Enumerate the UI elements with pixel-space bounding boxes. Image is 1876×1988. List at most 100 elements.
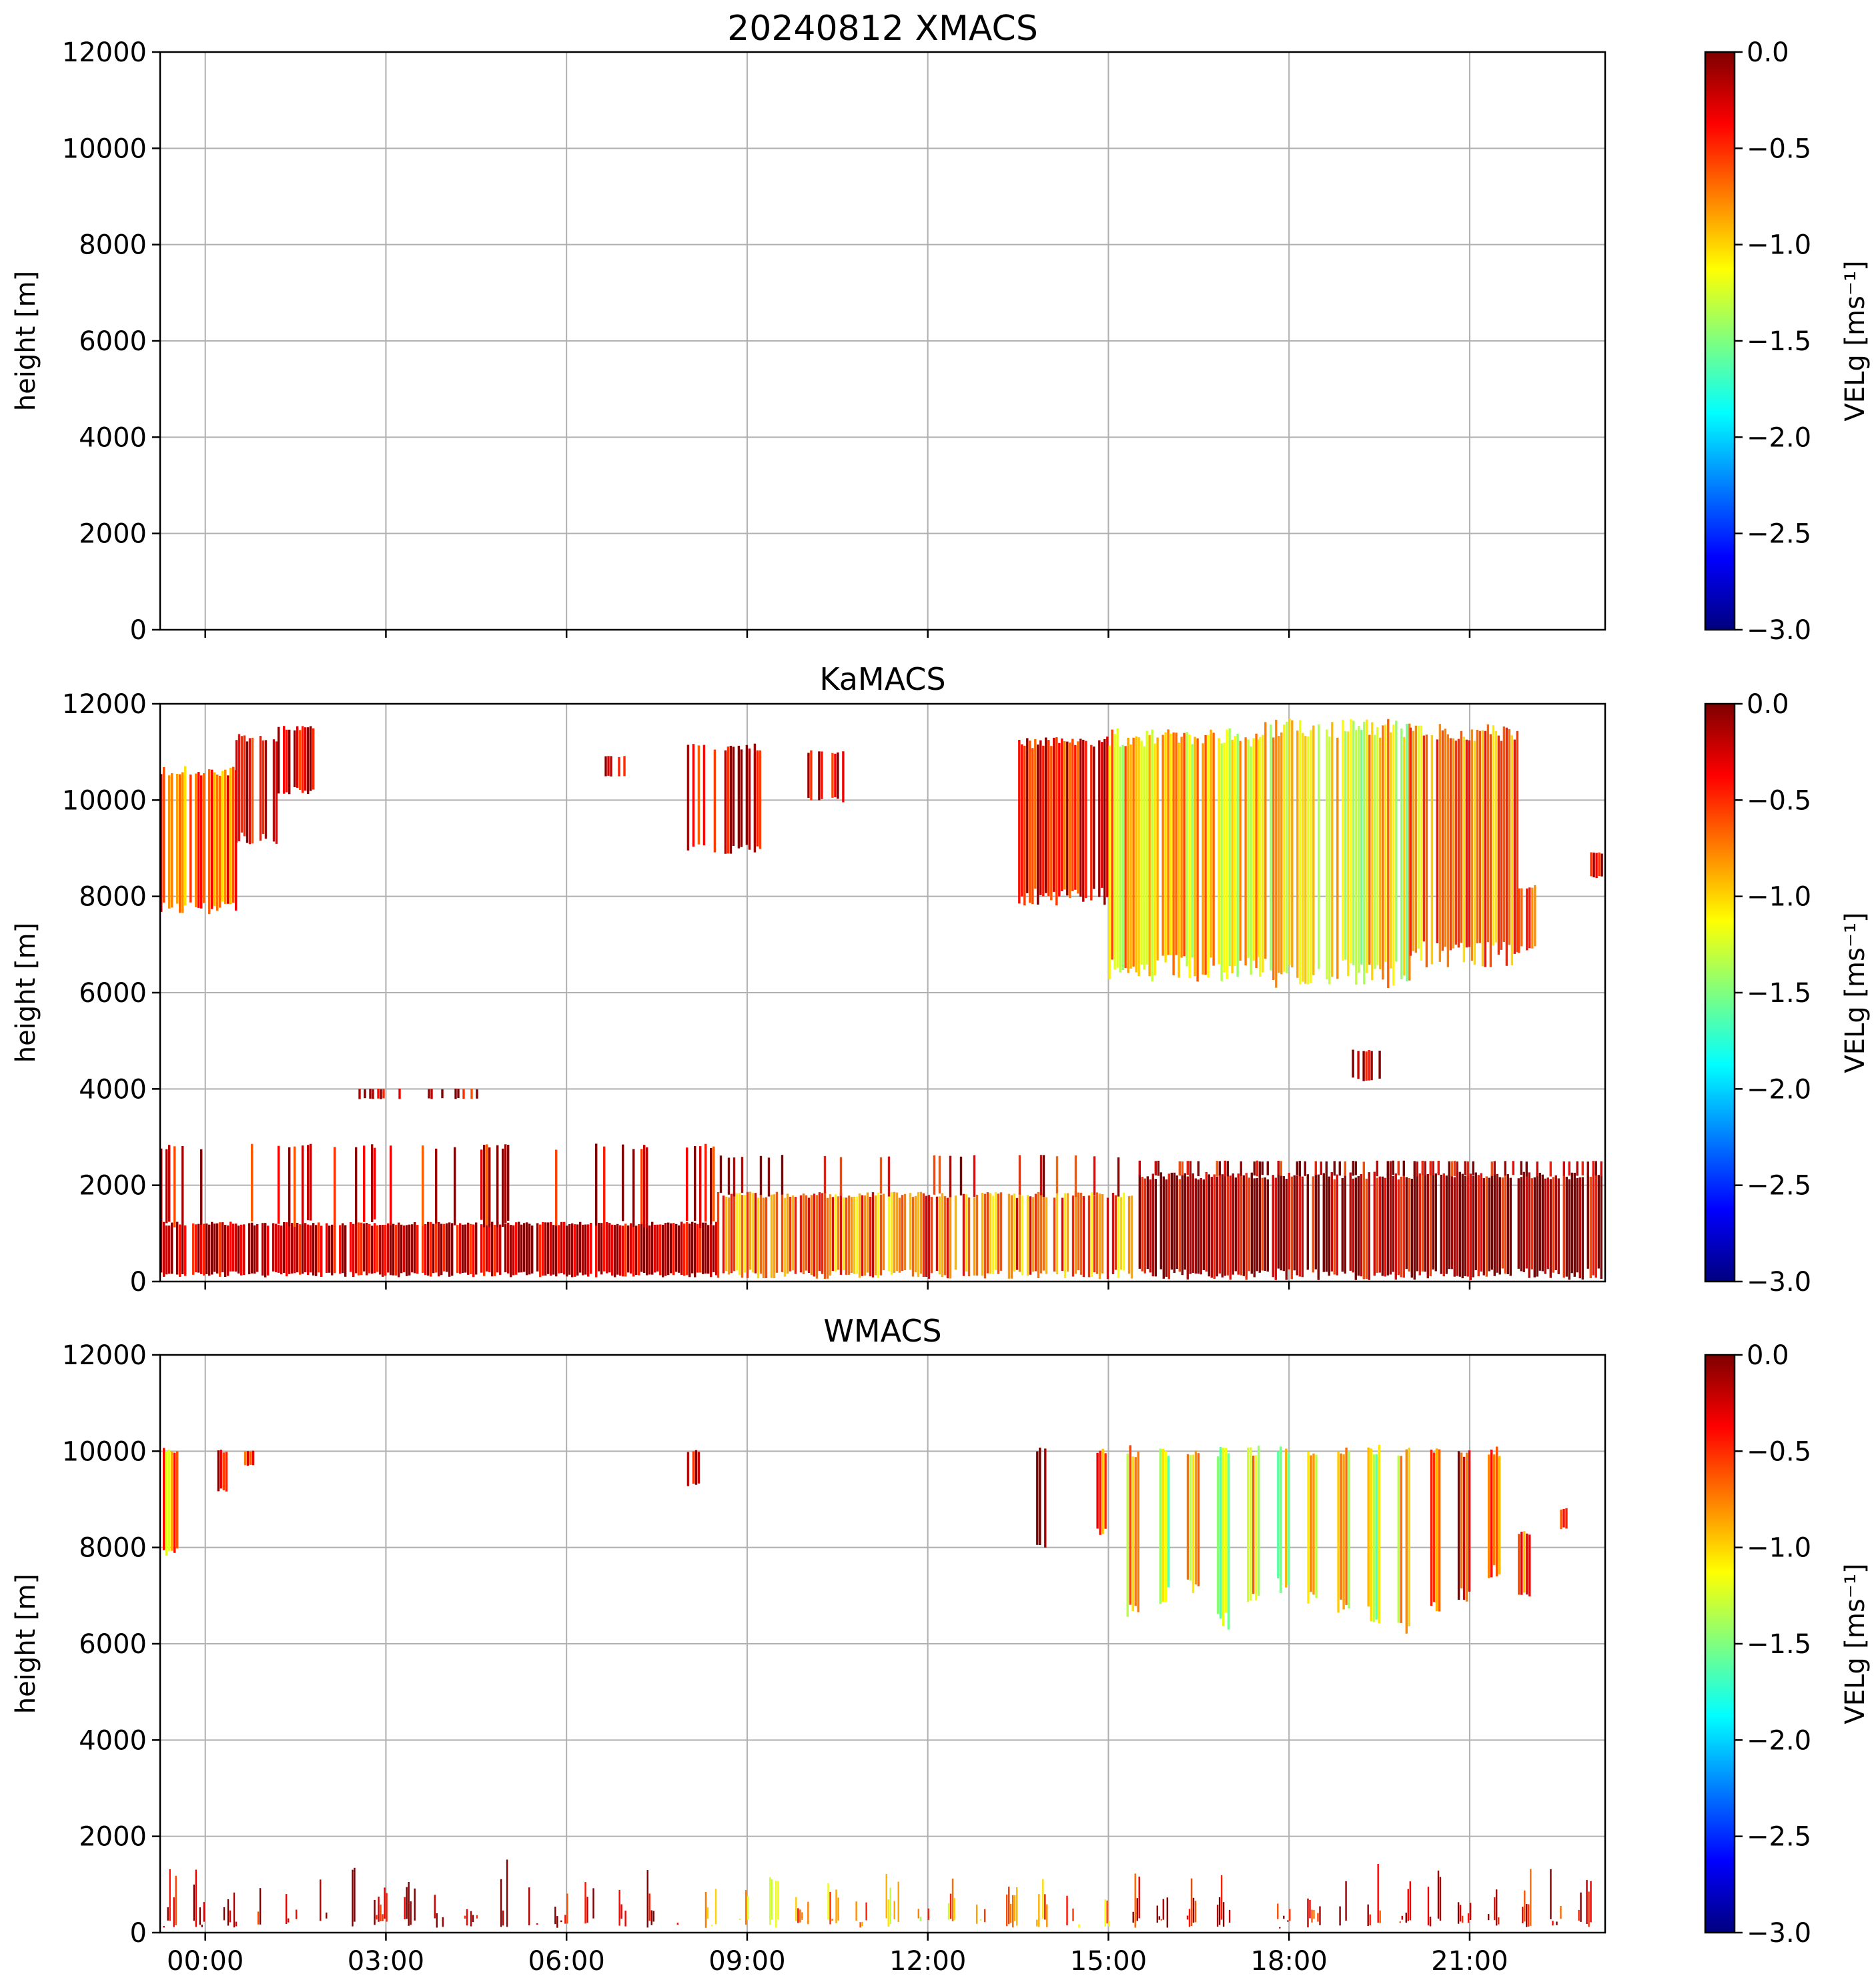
echo-column xyxy=(476,1915,478,1919)
echo-column xyxy=(887,1196,891,1272)
echo-column xyxy=(949,1893,952,1919)
echo-column xyxy=(1492,725,1495,946)
echo-column xyxy=(377,1089,380,1099)
echo-column xyxy=(781,1193,784,1272)
echo-column xyxy=(692,1451,695,1484)
echo-column xyxy=(547,1222,550,1274)
echo-column xyxy=(895,1192,899,1272)
echo-column xyxy=(882,1193,885,1271)
echo-column xyxy=(1456,1161,1458,1177)
echo-column xyxy=(1186,732,1188,967)
echo-column xyxy=(483,1145,486,1227)
echo-column xyxy=(1279,1927,1281,1929)
echo-column xyxy=(1498,1177,1501,1275)
echo-column xyxy=(861,1921,863,1927)
echo-column xyxy=(355,1223,358,1274)
echo-column xyxy=(257,1911,260,1925)
echo-column xyxy=(1365,1178,1368,1280)
echo-column xyxy=(897,1881,899,1922)
echo-column xyxy=(1439,1877,1442,1921)
echo-column xyxy=(294,730,296,787)
echo-column xyxy=(1282,1176,1285,1272)
echo-column xyxy=(719,1155,723,1193)
echo-column xyxy=(1414,725,1418,953)
echo-column xyxy=(1590,852,1592,877)
echo-column xyxy=(1430,1449,1433,1606)
echo-column xyxy=(1530,1178,1533,1270)
echo-column xyxy=(877,1192,880,1278)
echo-column xyxy=(1039,1448,1041,1545)
colorbar-tick-label: 0.0 xyxy=(1747,37,1789,68)
echo-column xyxy=(1331,722,1334,977)
echo-column xyxy=(1016,1887,1018,1926)
echo-column xyxy=(165,1451,168,1556)
echo-column xyxy=(815,1195,819,1279)
echo-column xyxy=(1384,1177,1386,1277)
echo-column xyxy=(635,1225,638,1276)
echo-column xyxy=(973,1155,976,1197)
echo-area-kamacs xyxy=(160,718,1603,1280)
echo-column xyxy=(1590,1881,1592,1923)
echo-column xyxy=(683,1223,686,1276)
echo-column xyxy=(213,1223,216,1272)
echo-column xyxy=(1042,745,1045,897)
echo-column xyxy=(741,1195,744,1278)
echo-column xyxy=(1053,737,1055,892)
echo-column xyxy=(568,1224,571,1275)
echo-column xyxy=(1450,1161,1453,1177)
echo-column xyxy=(691,1221,694,1274)
echo-column xyxy=(1382,725,1384,980)
echo-column xyxy=(1151,1173,1154,1277)
echo-column xyxy=(1460,1452,1463,1588)
echo-column xyxy=(1285,1448,1288,1588)
echo-column xyxy=(1287,1920,1289,1922)
echo-column xyxy=(1480,1173,1482,1272)
echo-column xyxy=(566,1225,568,1277)
echo-column xyxy=(1366,719,1368,973)
echo-column xyxy=(584,1224,587,1275)
echo-column xyxy=(326,1912,328,1919)
echo-column xyxy=(472,1224,475,1278)
echo-column xyxy=(1188,734,1191,979)
echo-column xyxy=(326,1223,328,1273)
echo-column xyxy=(1413,1161,1416,1175)
echo-column xyxy=(692,744,695,847)
echo-column xyxy=(201,1925,203,1927)
y-tick-label: 8000 xyxy=(79,1533,147,1564)
echo-column xyxy=(1339,1906,1341,1926)
echo-column xyxy=(1588,1891,1590,1927)
echo-column xyxy=(1090,744,1093,901)
echo-column xyxy=(1413,1175,1416,1280)
echo-column xyxy=(727,1157,731,1195)
echo-column xyxy=(1436,739,1439,943)
echo-column xyxy=(729,746,733,854)
echo-column xyxy=(941,1193,944,1278)
echo-column xyxy=(802,1193,805,1274)
echo-column xyxy=(1370,1051,1373,1081)
echo-column xyxy=(560,1221,563,1274)
echo-column xyxy=(1360,730,1363,965)
echo-column xyxy=(1161,734,1164,956)
echo-column xyxy=(1234,736,1236,967)
echo-column xyxy=(167,1907,169,1921)
echo-column xyxy=(1140,740,1143,965)
echo-column xyxy=(933,1155,936,1195)
echo-column xyxy=(727,747,730,854)
echo-column xyxy=(470,1089,473,1099)
echo-column xyxy=(1315,1454,1318,1598)
echo-column xyxy=(1438,724,1442,962)
echo-column xyxy=(259,1888,262,1925)
echo-column xyxy=(1417,725,1420,949)
echo-column xyxy=(1498,1456,1501,1575)
echo-column xyxy=(1272,737,1275,980)
echo-column xyxy=(662,1224,664,1278)
echo-column xyxy=(947,1903,950,1920)
echo-column xyxy=(291,1223,294,1274)
echo-column xyxy=(307,1145,310,1220)
echo-column xyxy=(1117,1157,1120,1197)
echo-column xyxy=(745,1890,747,1925)
echo-column xyxy=(1190,1878,1193,1926)
echo-column xyxy=(1457,1451,1460,1600)
echo-column xyxy=(1435,1448,1438,1612)
echo-column xyxy=(176,1451,179,1549)
